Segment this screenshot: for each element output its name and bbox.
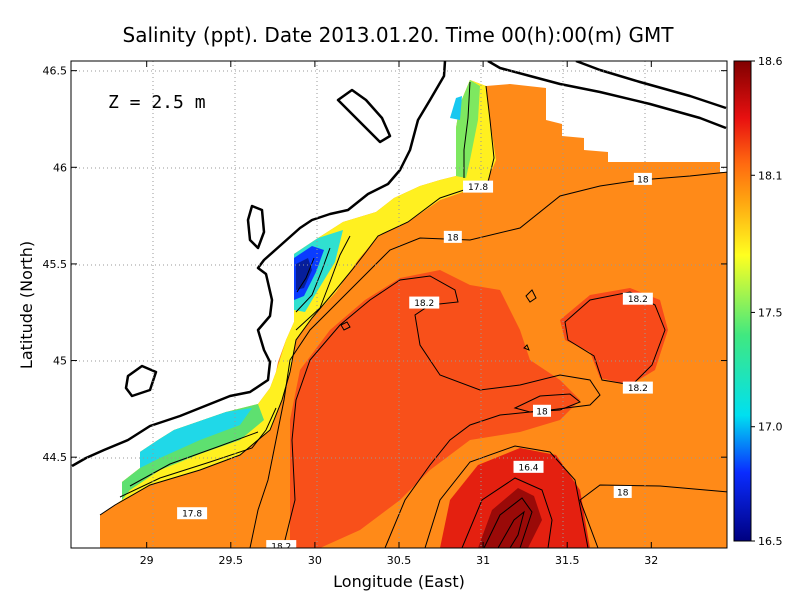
contour-label-bg (177, 507, 208, 520)
contour-core-2 (483, 497, 533, 548)
x-axis-label: Longitude (East) (333, 572, 465, 591)
contour-label: 16.4 (518, 463, 538, 473)
contour-coast-south-2 (129, 431, 259, 487)
colorbar (733, 60, 752, 542)
colorbar-tick-label: 18.6 (758, 55, 783, 68)
x-axis: 29 29.5 30 30.5 31 31.5 32 (140, 61, 658, 567)
y-tick-label: 45 (53, 355, 67, 368)
x-tick-label: 31.5 (555, 554, 580, 567)
contour-label-bg (613, 485, 632, 498)
coastline-north (487, 61, 727, 130)
depth-annotation: Z = 2.5 m (108, 92, 206, 113)
contour-label: 18 (637, 175, 649, 185)
y-tick-label: 44.5 (43, 451, 68, 464)
high-salinity-west (290, 270, 580, 548)
colorbar-tick-label: 18.1 (758, 169, 783, 182)
contour-18-center (513, 393, 581, 413)
plot-content: 17.8 18 18 18.2 18.2 18.2 18 16.4 18 17.8 18.2 (71, 61, 727, 553)
coastline-west (71, 61, 447, 468)
contour-label-bg (463, 180, 494, 193)
x-tick-label: 31 (476, 554, 490, 567)
contour-label: 18 (447, 233, 459, 243)
x-tick-label: 29.5 (219, 554, 244, 567)
contour-18-4-south (424, 445, 589, 548)
contour-core-1 (461, 477, 553, 548)
lagoon-southwest (124, 364, 158, 398)
lagoon-west (246, 204, 266, 250)
contour-18-2-west (282, 275, 601, 548)
contour-label-bg (409, 296, 440, 309)
contour-danube-1 (295, 235, 351, 331)
river-band-green (456, 80, 480, 178)
y-tick-label: 46 (53, 161, 67, 174)
contour-label-bg (532, 404, 551, 417)
contour-river-1 (463, 81, 471, 178)
y-axis-label: Latitude (North) (17, 241, 36, 369)
colorbar-tick-label: 17.5 (758, 306, 783, 319)
contour-label-bg (622, 381, 653, 394)
coastline (71, 61, 727, 468)
contour-label-bg (622, 292, 653, 305)
contour-label-bg (633, 172, 652, 185)
x-tick-label: 32 (644, 554, 658, 567)
river-band-cyan (450, 96, 462, 120)
x-tick-label: 30.5 (387, 554, 412, 567)
colorbar-tick-label: 16.5 (758, 535, 783, 548)
contour-labels: 17.8 18 18 18.2 18.2 18.2 18 16.4 18 17.8 18.2 (177, 172, 653, 553)
coastline-northeast (575, 61, 727, 110)
x-tick-label: 30 (308, 554, 322, 567)
contour-label: 17.8 (182, 510, 202, 520)
contour-label: 18.2 (414, 299, 434, 309)
contour-danube-2 (295, 247, 331, 313)
contour-label-bg (513, 460, 544, 473)
y-axis: 44.5 45 45.5 46 46.5 (43, 65, 727, 464)
grid-lines (71, 61, 727, 548)
contour-18-north (249, 171, 727, 548)
contour-label: 18.2 (271, 543, 291, 553)
contour-core-3 (497, 510, 525, 548)
contour-label: 18.2 (628, 295, 648, 305)
contour-label: 18 (536, 407, 548, 417)
contour-label-bg (443, 230, 462, 243)
danube-band-navy (296, 258, 312, 290)
contour-label: 18.2 (628, 384, 648, 394)
colorbar-ticks: 16.5 17.0 17.5 18.1 18.6 (751, 55, 783, 548)
coastal-band-cyan (140, 408, 252, 468)
high-salinity-east (560, 288, 668, 385)
y-tick-label: 46.5 (43, 65, 68, 78)
contour-label: 18 (617, 488, 629, 498)
colorbar-tick-label: 17.0 (758, 421, 783, 434)
contour-small-loop-1 (525, 289, 537, 303)
contour-lines (99, 81, 727, 548)
y-tick-label: 45.5 (43, 258, 68, 271)
chart-title: Salinity (ppt). Date 2013.01.20. Time 00… (123, 23, 675, 47)
x-tick-label: 29 (140, 554, 154, 567)
contour-18-south-east (579, 484, 727, 548)
contour-small-loop-2 (523, 344, 530, 351)
lagoon-north (336, 88, 392, 144)
contour-label-bg (266, 540, 297, 548)
contour-18-2-east (564, 291, 666, 386)
contour-label: 17.8 (468, 183, 488, 193)
contour-small-loop-3 (340, 321, 351, 331)
